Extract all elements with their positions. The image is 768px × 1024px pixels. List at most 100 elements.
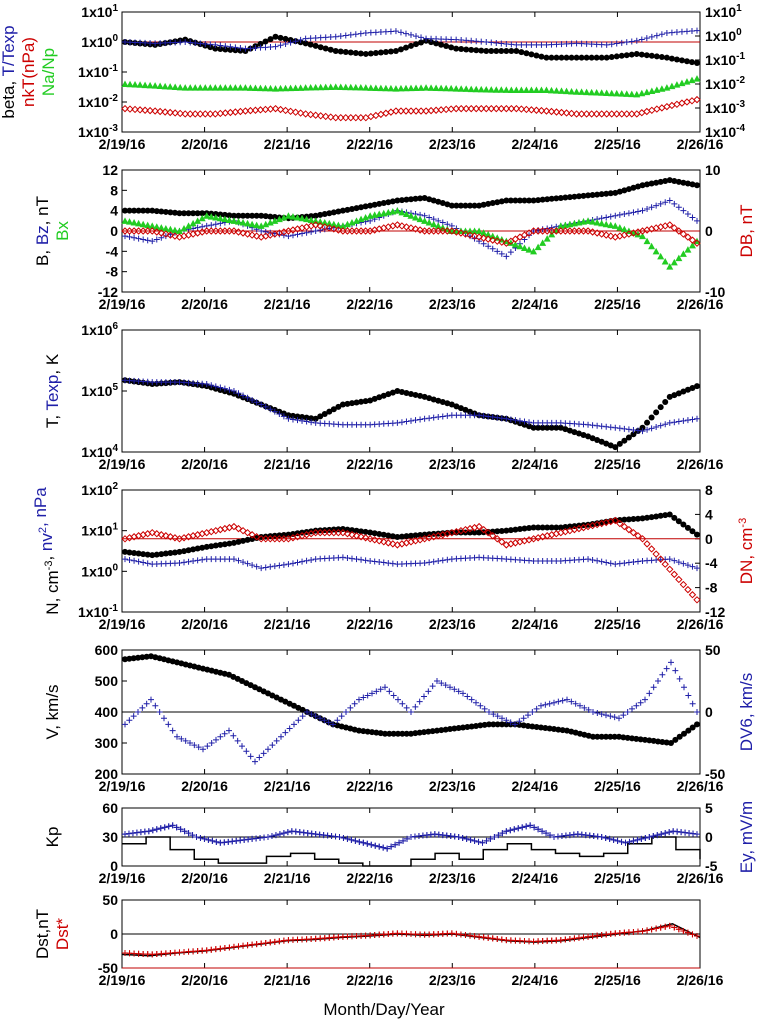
data-point-plus [362,29,369,36]
data-point-dot [244,536,251,543]
data-point-diamond [567,109,576,118]
right-y-tick-label: 4 [705,506,713,522]
data-point-plus [598,932,605,939]
data-point-plus [646,690,653,697]
data-point-diamond [407,224,415,232]
data-point-triangle [527,86,535,94]
right-y-tick-label: -50 [705,766,725,782]
data-point-plus [172,39,179,46]
data-point-plus [177,826,184,833]
data-point-dot [598,54,605,61]
data-point-triangle [262,220,270,228]
data-point-plus [131,234,138,241]
data-point-plus [657,200,664,207]
data-point-dot [358,398,365,405]
data-point-diamond [527,106,536,114]
data-point-plus [132,39,139,46]
data-point-diamond [653,105,661,113]
data-point-dot [372,49,379,56]
data-point-plus [562,936,569,943]
data-point-plus [639,928,646,935]
data-point-dot [327,46,334,53]
data-point-diamond [348,531,356,539]
data-point-plus [515,825,522,832]
data-point-plus [598,711,605,718]
data-point-diamond [252,533,261,541]
data-point-diamond [588,228,597,236]
data-point-plus [684,417,691,424]
data-point-dot [516,197,523,204]
data-point-dot [135,207,142,214]
data-point-plus [249,397,256,404]
data-point-plus [197,834,204,841]
data-point-plus [153,826,160,833]
data-point-dot [603,54,610,61]
data-point-plus [272,832,279,839]
data-point-dot [417,532,424,539]
data-point-dot [573,54,580,61]
data-point-dot [562,426,569,433]
data-point-diamond [162,230,170,238]
x-tick-label: 2/20/16 [181,778,228,794]
data-point-diamond [181,110,189,118]
data-point-plus [538,41,545,48]
data-point-plus [490,711,497,718]
data-point-plus [685,692,692,699]
y-tick-label: 200 [95,766,119,782]
data-point-triangle [668,82,676,90]
data-point-plus [258,401,265,408]
data-point-dot [594,520,601,527]
data-point-dot [684,524,691,531]
data-point-plus [624,709,631,715]
data-point-diamond [339,528,347,537]
data-point-diamond [584,227,592,235]
data-point-diamond [372,111,380,120]
data-point-dot [140,551,147,558]
data-point-triangle [294,213,302,221]
data-point-plus [494,248,501,255]
data-point-diamond [498,238,506,246]
data-point-triangle [563,87,571,95]
data-point-triangle [282,84,290,92]
data-point-dot [625,434,632,441]
data-point-plus [439,413,446,420]
data-point-plus [244,942,251,949]
data-point-plus [372,842,379,849]
data-point-plus [503,40,510,47]
data-point-triangle [422,84,430,91]
data-point-triangle [452,85,460,92]
data-point-plus [217,945,224,952]
x-tick-label: 2/26/16 [677,136,724,152]
data-point-diamond [562,109,571,117]
data-point-plus [205,836,212,843]
data-point-dot [267,213,274,220]
data-point-plus [253,563,260,570]
data-point-triangle [185,222,193,229]
data-point-plus [258,940,265,947]
data-point-dot [438,41,445,48]
data-point-triangle [241,84,249,91]
data-point-diamond [347,113,355,122]
data-point-diamond [611,516,619,525]
data-point-diamond [252,232,261,240]
data-point-plus [185,558,192,565]
data-point-dot [611,733,618,740]
data-point-triangle [618,90,626,97]
series-dst-star-points [122,922,696,958]
data-point-plus [244,560,251,567]
data-point-plus [675,204,682,211]
data-point-dot [153,551,160,558]
data-point-dot [282,35,289,42]
data-point-plus [478,38,485,45]
data-point-dot [594,733,601,740]
data-point-plus [644,927,651,934]
data-point-diamond [512,104,521,113]
data-point-plus [557,937,564,944]
data-point-dot [671,178,678,185]
data-point-triangle [161,82,169,90]
data-point-dot [676,733,683,740]
data-point-plus [276,938,283,945]
data-point-plus [190,558,197,565]
data-point-plus [202,40,209,47]
data-point-triangle [253,221,261,229]
